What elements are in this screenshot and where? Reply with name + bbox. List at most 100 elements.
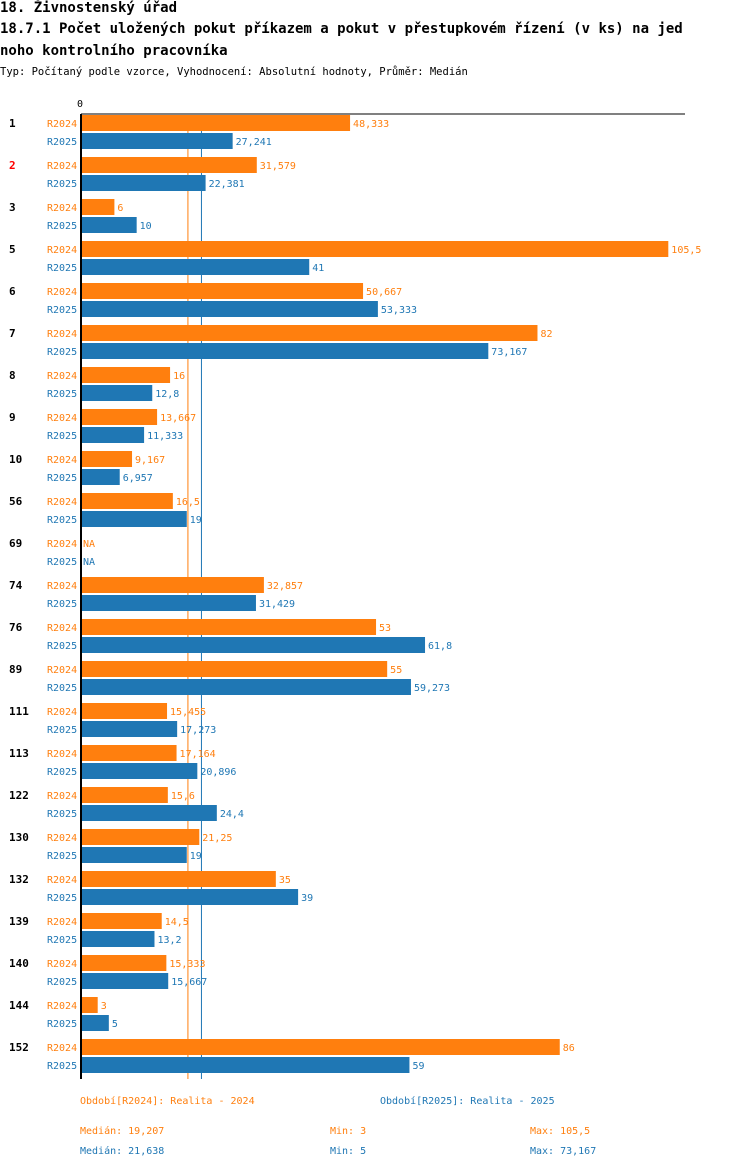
chart-title-line1: 18.7.1 Počet uložených pokut příkazem a … [0,21,683,37]
value-label: 27,241 [236,137,272,148]
category-label: 76 [9,621,23,634]
category-label: 144 [9,999,29,1012]
bar-r2024 [81,325,538,341]
value-label: 59,273 [414,683,450,694]
bar-r2025 [81,931,155,947]
bar-r2025 [81,217,137,233]
value-label: NA [83,557,95,568]
value-label: 24,4 [220,809,244,820]
value-label: 3 [101,1001,107,1012]
category-label: 7 [9,327,16,340]
category-label: 139 [9,915,29,928]
value-label: 73,167 [491,347,527,358]
value-label: 48,333 [353,119,389,130]
series-label: R2024 [47,665,77,676]
series-label: R2024 [47,161,77,172]
value-label: 39 [301,893,313,904]
series-label: R2024 [47,707,77,718]
value-label: NA [83,539,95,550]
value-label: 13,2 [157,935,181,946]
bar-r2025 [81,1057,410,1073]
series-label: R2025 [47,389,77,400]
bar-r2024 [81,661,388,677]
legend-r2024: Období[R2024]: Realita - 2024 [80,1096,255,1107]
value-label: 9,167 [135,455,165,466]
category-label: 9 [9,411,16,424]
bar-r2024 [81,115,351,131]
value-label: 41 [312,263,324,274]
series-label: R2024 [47,623,77,634]
bar-r2024 [81,199,115,215]
series-label: R2024 [47,245,77,256]
median-r2024: Medián: 19,207 [80,1126,165,1137]
series-label: R2025 [47,935,77,946]
value-label: 11,333 [147,431,183,442]
series-label: R2025 [47,599,77,610]
category-label: 74 [9,579,23,592]
series-label: R2025 [47,305,77,316]
value-label: 13,667 [160,413,196,424]
value-label: 59 [412,1061,424,1072]
value-label: 53 [379,623,391,634]
category-label: 132 [9,873,29,886]
value-label: 16 [173,371,185,382]
series-label: R2024 [47,791,77,802]
series-label: R2024 [47,1001,77,1012]
series-label: R2024 [47,119,77,130]
series-label: R2024 [47,749,77,760]
bar-r2024 [81,619,377,635]
category-label: 6 [9,285,16,298]
bar-r2025 [81,259,310,275]
bar-r2024 [81,283,364,299]
bar-r2024 [81,787,168,803]
value-label: 6 [117,203,123,214]
series-label: R2024 [47,329,77,340]
value-label: 15,6 [171,791,195,802]
max-r2024: Max: 105,5 [530,1126,591,1137]
value-label: 61,8 [428,641,452,652]
category-label: 122 [9,789,29,802]
series-label: R2024 [47,287,77,298]
bar-r2024 [81,241,669,257]
series-label: R2024 [47,455,77,466]
value-label: 17,273 [180,725,216,736]
bar-r2025 [81,133,233,149]
series-label: R2025 [47,1019,77,1030]
bar-r2025 [81,595,256,611]
value-label: 19 [190,851,202,862]
category-label: 8 [9,369,16,382]
series-label: R2024 [47,833,77,844]
series-label: R2024 [47,413,77,424]
bar-r2024 [81,829,200,845]
median-r2025: Medián: 21,638 [80,1146,165,1157]
series-label: R2024 [47,959,77,970]
bar-r2024 [81,409,158,425]
category-label: 3 [9,201,16,214]
value-label: 10 [140,221,152,232]
value-label: 105,5 [671,245,701,256]
category-label: 2 [9,159,16,172]
series-label: R2025 [47,641,77,652]
series-label: R2025 [47,515,77,526]
series-label: R2025 [47,767,77,778]
value-label: 16,5 [176,497,200,508]
bar-r2025 [81,973,169,989]
bar-r2024 [81,157,257,173]
value-label: 21,25 [202,833,232,844]
category-label: 130 [9,831,29,844]
bar-r2024 [81,451,133,467]
category-label: 89 [9,663,22,676]
bar-r2025 [81,1015,109,1031]
category-label: 111 [9,705,29,718]
max-r2025: Max: 73,167 [530,1146,597,1157]
category-label: 152 [9,1041,29,1054]
bar-r2025 [81,637,426,653]
series-label: R2025 [47,725,77,736]
chart-subtitle: Typ: Počítaný podle vzorce, Vyhodnocení:… [0,66,468,78]
bar-chart: 0 1 R2024 48,333 R2025 27,241 2 R2024 31,579 R202… [9,99,701,1079]
value-label: 14,5 [165,917,189,928]
value-label: 19 [190,515,202,526]
bar-r2025 [81,469,120,485]
value-label: 15,667 [171,977,207,988]
series-label: R2025 [47,347,77,358]
